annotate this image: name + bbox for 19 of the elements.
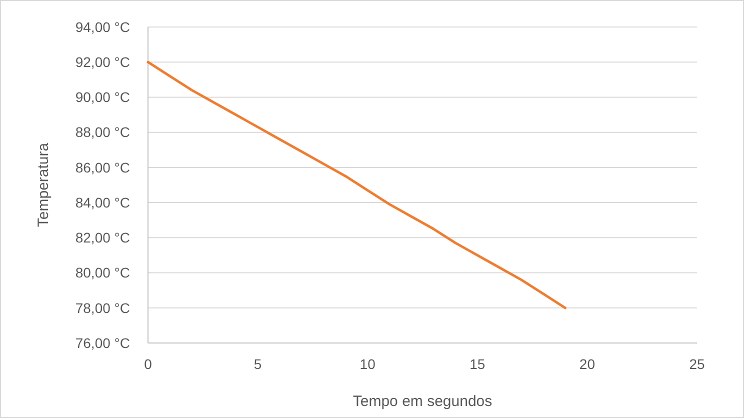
line-series <box>146 60 566 310</box>
x-tick-label: 25 <box>689 356 705 372</box>
y-tick-label: 76,00 °C <box>75 334 130 351</box>
x-tick-label: 5 <box>254 356 262 372</box>
y-tick-label: 82,00 °C <box>75 230 130 246</box>
y-tick-label: 94,00 °C <box>75 18 130 35</box>
y-tick-label: 86,00 °C <box>75 159 130 176</box>
x-axis-title: Tempo em segundos <box>352 393 492 410</box>
x-tick-label: 20 <box>579 356 596 372</box>
y-tick-label: 88,00 °C <box>75 124 130 140</box>
y-tick-label: 78,00 °C <box>75 300 130 316</box>
y-tick-label: 90,00 °C <box>75 89 130 106</box>
y-axis-title: Temperatura <box>35 142 52 228</box>
x-tick-label: 15 <box>470 356 486 372</box>
y-tick-label: 92,00 °C <box>75 54 130 70</box>
y-tick-label: 80,00 °C <box>75 264 130 281</box>
x-tick-label: 0 <box>144 356 152 372</box>
y-tick-label: 84,00 °C <box>75 194 130 210</box>
x-tick-label: 10 <box>360 356 376 372</box>
